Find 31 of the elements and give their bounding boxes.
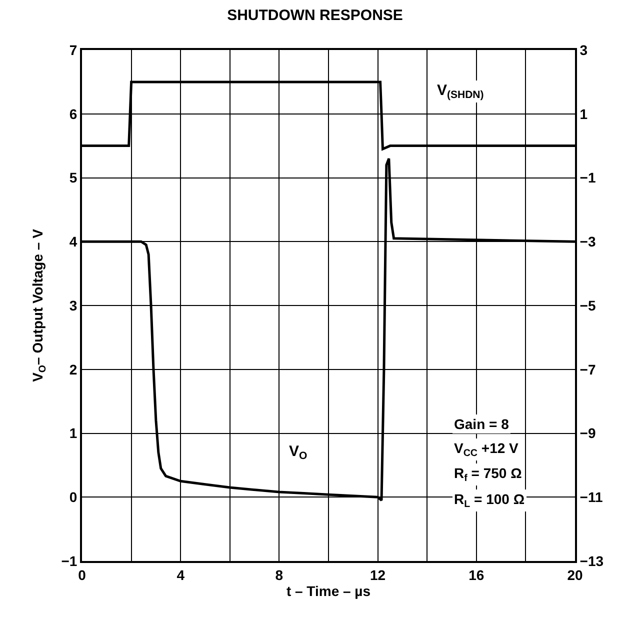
annotation: R$_{L}$ = 100 Ω xyxy=(454,491,525,510)
annotation: V$_{CC}$ +12 V xyxy=(454,440,520,459)
y-tick-label: 1 xyxy=(69,425,78,442)
y2-tick-label: −11 xyxy=(580,489,603,506)
y2-tick-label: 3 xyxy=(580,42,588,58)
x-tick-label: 16 xyxy=(468,566,484,583)
y2-tick-label: −1 xyxy=(580,170,596,186)
y2-tick-label: −3 xyxy=(580,234,596,250)
x-tick-label: 8 xyxy=(275,566,284,583)
y-tick-label: 7 xyxy=(69,42,78,58)
y-tick-label: 3 xyxy=(69,297,78,314)
chart-title: SHUTDOWN RESPONSE xyxy=(227,6,403,24)
annotation: R$_{f}$ = 750 Ω xyxy=(454,465,522,484)
x-tick-label: 4 xyxy=(176,566,185,583)
x-tick-label: 20 xyxy=(567,566,583,583)
y2-tick-label: −13 xyxy=(580,552,604,569)
text: V$_{(SHDN)}$ xyxy=(437,82,484,102)
y-tick-label: 4 xyxy=(69,234,78,250)
y-tick-label: −1 xyxy=(61,552,78,569)
y-tick-label: 5 xyxy=(69,170,78,186)
y-tick-label: 0 xyxy=(69,489,78,506)
y-tick-label: 2 xyxy=(69,361,78,378)
y2-tick-label: −7 xyxy=(580,361,596,378)
y2-tick-label: 1 xyxy=(580,106,588,122)
x-tick-label: 12 xyxy=(370,566,386,583)
text: V$_{O}$ xyxy=(289,443,308,462)
annotation: Gain = 8 xyxy=(454,416,510,432)
y-tick-label: 6 xyxy=(69,106,78,122)
y2-tick-label: −5 xyxy=(580,297,596,314)
x-axis-title: t – Time – µs xyxy=(286,582,371,599)
y2-tick-label: −9 xyxy=(580,425,596,442)
